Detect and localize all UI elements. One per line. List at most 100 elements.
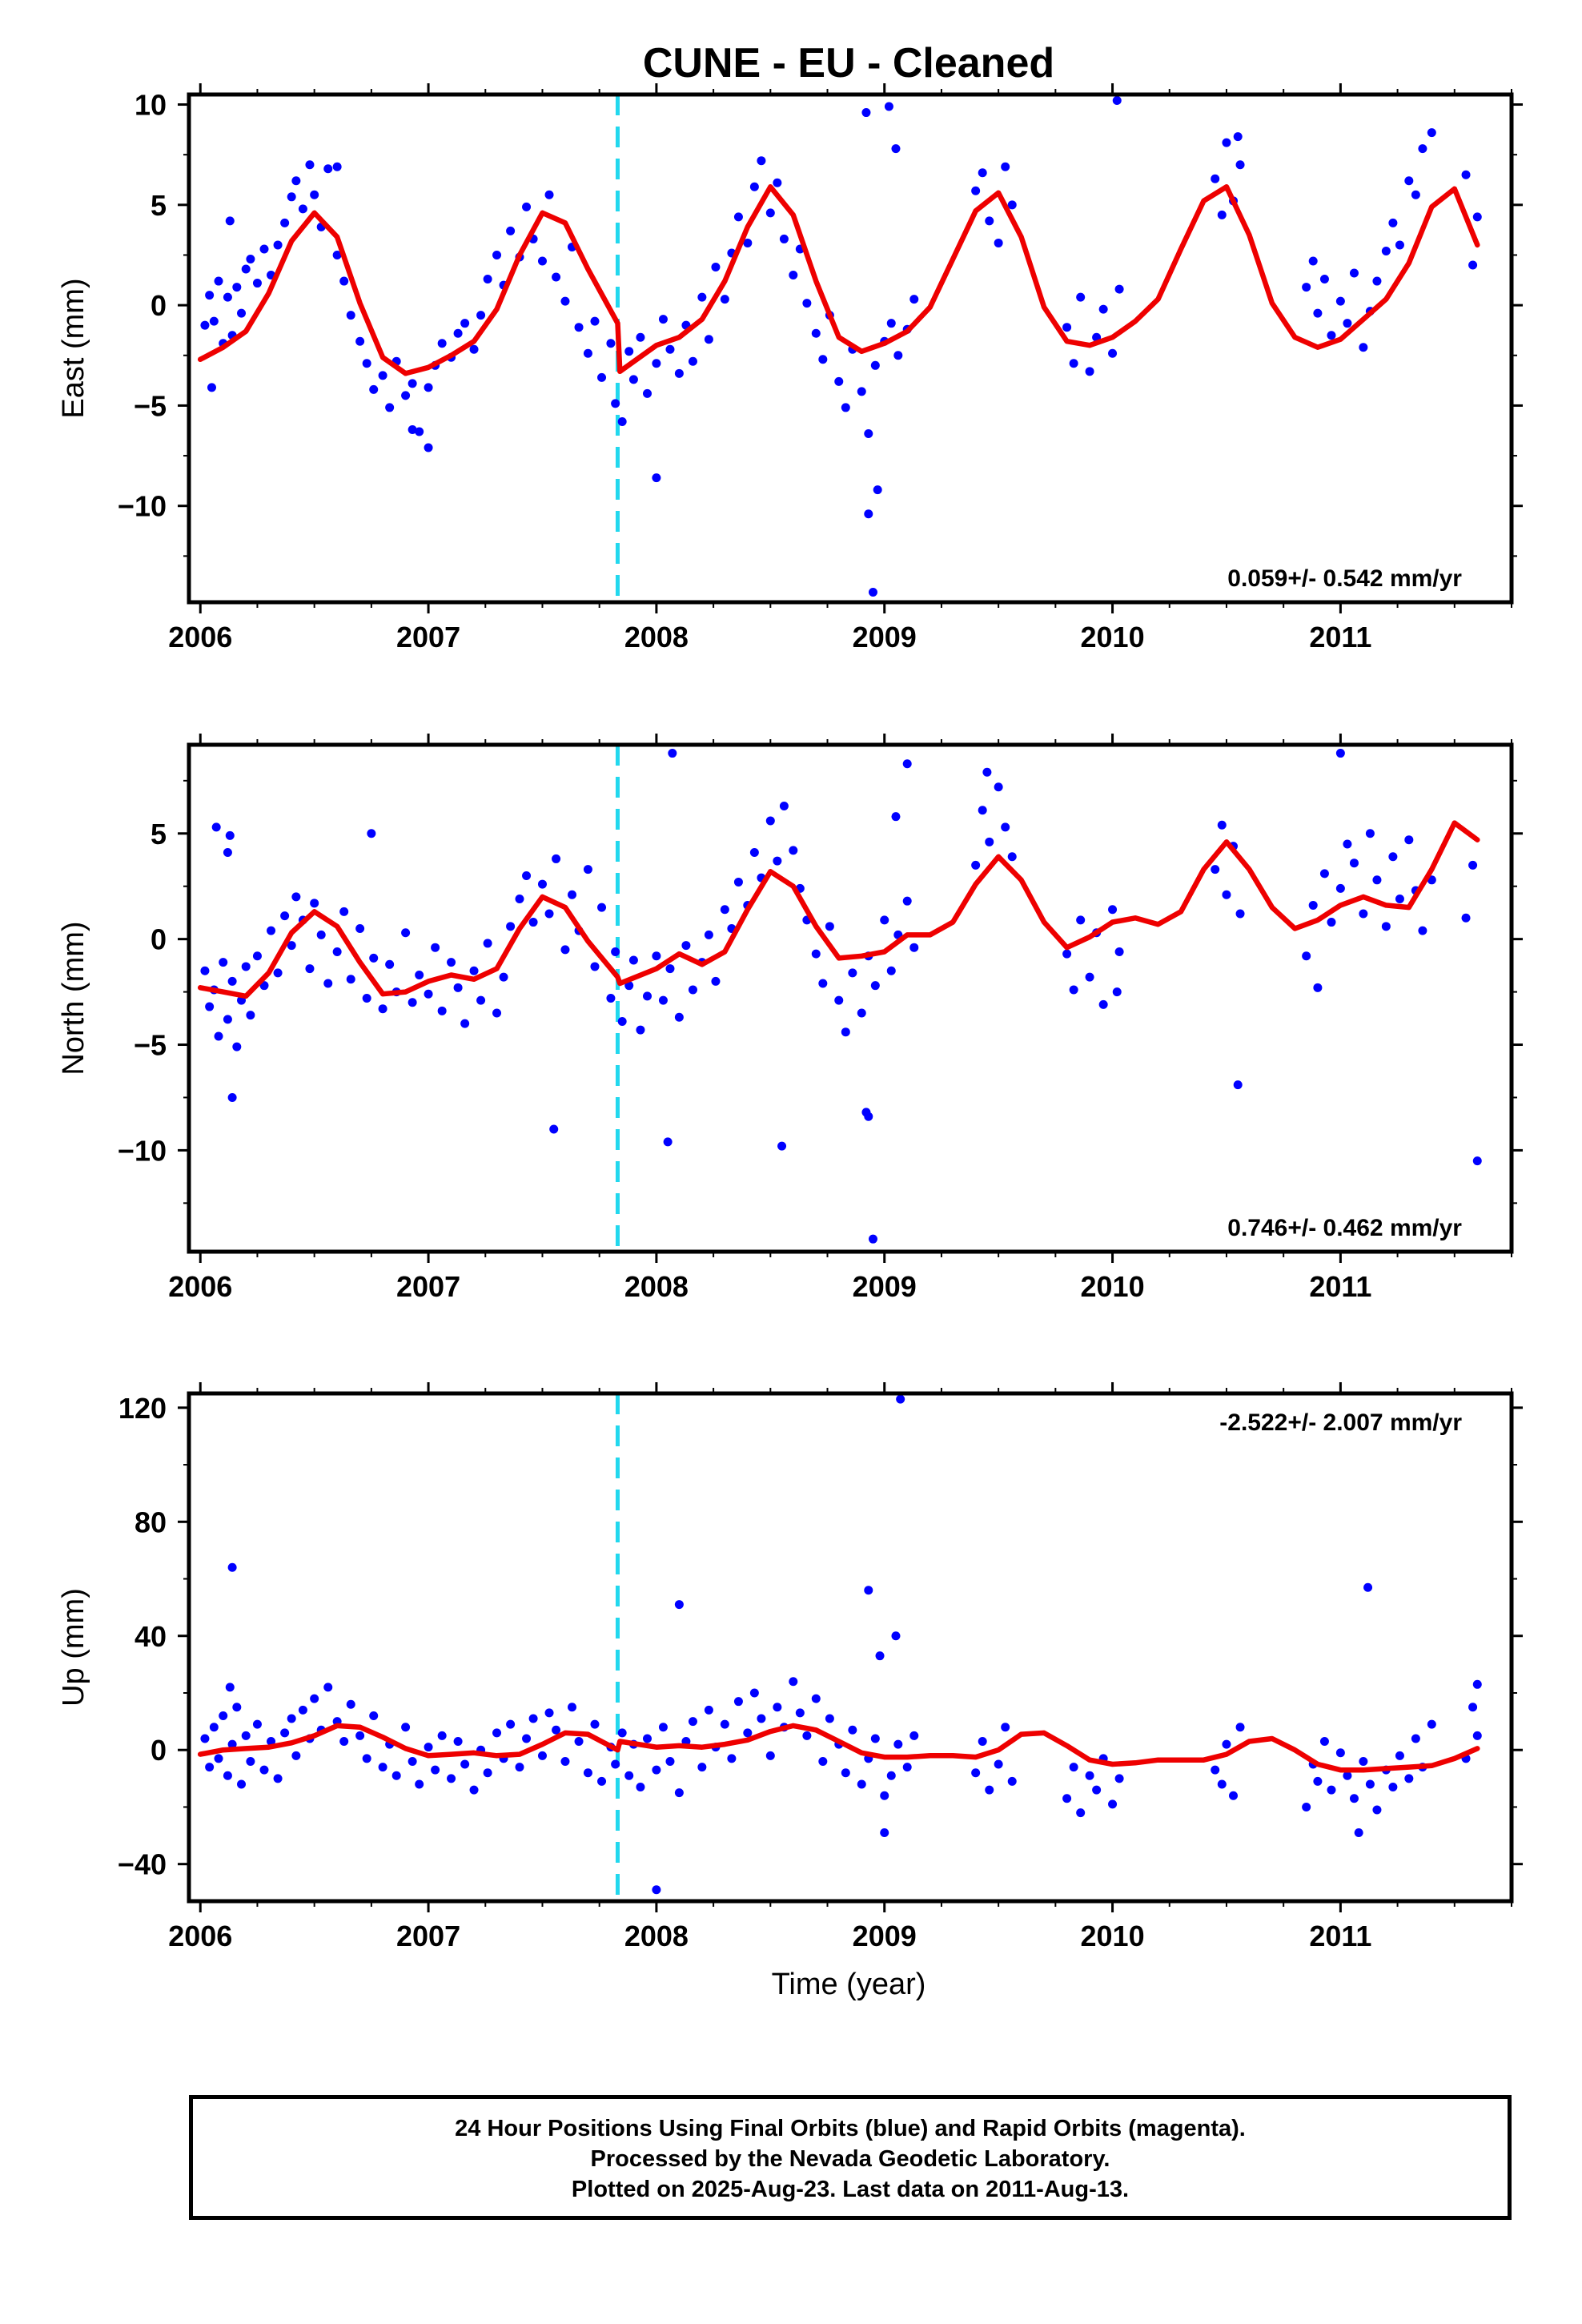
data-point-east [1108,348,1118,358]
data-point-up [590,1719,600,1729]
data-point-up [688,1717,697,1727]
data-point-north [424,989,433,999]
y-tick-label-up-3: 0 [151,1734,167,1767]
y-tick-label-north-3: −10 [118,1134,167,1167]
data-point-north [219,958,228,967]
data-point-east [355,336,365,346]
data-point-east [765,208,775,218]
data-point-up [1327,1785,1336,1795]
data-point-up [870,1734,880,1743]
data-point-up [811,1694,821,1703]
data-point-east [994,238,1003,247]
x-tick-label-east-2009: 2009 [853,621,917,653]
data-point-up [362,1754,371,1763]
data-point-up [246,1756,255,1766]
y-axis-label-north: North (mm) [57,921,90,1075]
data-point-up [1211,1765,1220,1775]
data-point-east [811,328,821,338]
data-point-up [1388,1783,1398,1792]
data-point-east [720,295,729,304]
y-tick-label-up-1: 80 [135,1506,167,1538]
data-point-north [1069,985,1078,995]
x-tick-label-up-2008: 2008 [624,1920,689,1952]
y-tick-label-east-3: −5 [134,389,167,422]
data-point-up [469,1785,479,1795]
data-point-north [665,964,675,974]
data-point-east [1085,367,1094,376]
data-point-north [811,949,821,959]
x-tick-label-east-2007: 2007 [396,621,460,653]
data-point-up [825,1714,834,1723]
data-point-up [896,1394,905,1404]
data-point-east [259,244,269,254]
data-point-north [205,1002,215,1011]
data-point-up [378,1763,387,1772]
data-point-up [909,1731,919,1740]
data-point-north [1335,749,1345,758]
data-point-east [652,473,661,483]
data-point-up [291,1751,301,1760]
x-tick-label-east-2006: 2006 [168,621,232,653]
data-point-up [447,1774,456,1783]
data-point-east [1381,246,1391,255]
data-point-north [1343,839,1352,849]
data-point-east [506,226,516,235]
data-point-east [560,296,570,306]
data-point-up [704,1705,713,1715]
data-point-up [323,1683,333,1692]
data-point-north [597,903,607,912]
y-tick-label-north-2: −5 [134,1029,167,1062]
data-point-east [1076,292,1086,302]
data-point-east [1319,275,1329,284]
data-point-north [902,759,912,769]
data-point-up [652,1885,661,1895]
data-point-up [617,1728,627,1738]
data-point-up [415,1779,424,1789]
panel-north: 2006 2007 2008 2009 2010 2011 5 0 −5 −10 North (mm… [57,734,1523,1303]
data-point-east [834,376,844,386]
data-point-up [857,1779,866,1789]
data-point-north [200,966,210,975]
data-point-up [886,1771,896,1780]
data-point-north [1217,820,1227,830]
data-point-north [1395,895,1404,904]
data-point-north [1388,852,1398,862]
data-point-north [469,966,479,975]
data-point-east [241,264,251,274]
data-point-east [537,256,547,266]
data-point-east [298,204,307,214]
data-point-north [1418,926,1427,935]
data-point-up [818,1756,828,1766]
data-point-up [802,1731,812,1740]
data-point-up [401,1723,411,1732]
x-tick-label-up-2007: 2007 [396,1920,460,1952]
y-axis-label-east: East (mm) [57,278,90,418]
data-point-north [841,1027,850,1037]
data-point-east [483,275,492,284]
data-point-north [211,822,221,832]
data-point-north [1313,983,1323,992]
data-point-up [232,1703,242,1712]
x-tick-label-north-2010: 2010 [1081,1270,1145,1303]
data-point-up [864,1586,873,1595]
plot-frame-east [187,92,1514,605]
data-point-east [214,276,223,286]
data-point-up [225,1683,235,1692]
data-point-east [437,339,447,348]
data-point-up [880,1828,889,1838]
data-point-east [1069,359,1078,368]
data-point-east [1395,240,1404,250]
data-point-up [515,1763,524,1772]
data-point-north [528,918,538,927]
data-point-north [1472,1156,1482,1166]
data-point-east [583,348,592,358]
data-point-east [574,323,584,332]
x-tick-label-north-2006: 2006 [168,1270,232,1303]
data-point-north [652,951,661,961]
data-point-up [757,1714,766,1723]
data-point-up [280,1728,290,1738]
data-point-north [978,806,987,815]
data-point-north [476,995,486,1005]
data-point-east [291,176,301,186]
data-point-north [971,860,981,870]
